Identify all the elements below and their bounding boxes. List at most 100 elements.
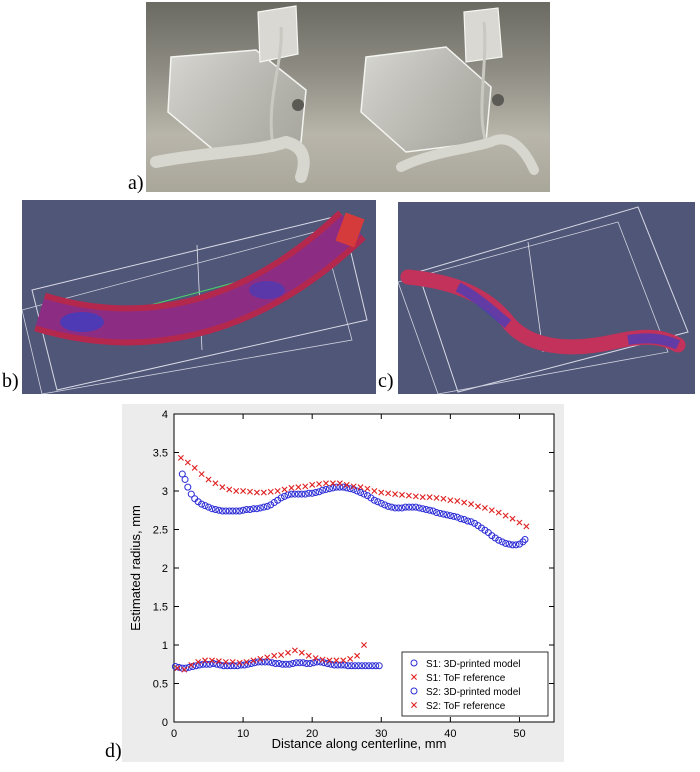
data-point-x (260, 489, 267, 496)
data-point-circle (374, 498, 382, 506)
data-point-circle (291, 490, 299, 498)
data-point-x (298, 649, 305, 656)
data-point-x (433, 494, 440, 501)
series-0 (178, 470, 529, 549)
data-point-x (247, 488, 253, 495)
data-point-circle (181, 475, 189, 483)
data-point-x (319, 656, 326, 663)
data-point-circle (509, 541, 517, 549)
series-3 (174, 642, 367, 673)
data-point-circle (268, 659, 276, 667)
data-point-x (495, 509, 502, 516)
data-point-x (202, 657, 209, 664)
data-point-x (468, 501, 475, 508)
data-point-x (302, 483, 309, 490)
data-point-circle (395, 504, 403, 512)
data-point-circle (460, 515, 468, 523)
y-tick-label: 3.5 (153, 448, 168, 460)
data-point-x (191, 464, 198, 471)
data-point-x (371, 488, 378, 494)
data-point-circle (243, 505, 251, 513)
data-point-x (285, 649, 291, 656)
data-point-circle (196, 661, 204, 669)
data-point-x (184, 459, 191, 466)
left-mold-lid (257, 5, 299, 63)
data-point-x (177, 454, 184, 461)
data-point-circle (415, 504, 423, 512)
data-point-x (253, 489, 260, 496)
data-point-x (392, 491, 399, 498)
data-point-circle (391, 504, 399, 512)
data-point-x (357, 484, 364, 491)
data-point-circle (285, 660, 293, 668)
data-point-x (412, 493, 419, 500)
data-point-circle (502, 539, 510, 547)
data-point-circle (296, 659, 304, 667)
chart-marks (171, 454, 530, 673)
data-point-circle (263, 502, 271, 510)
y-axis-label: Estimated radius, mm (128, 505, 143, 631)
data-point-circle (521, 536, 529, 544)
data-point-circle (303, 659, 311, 667)
data-point-x (336, 480, 343, 487)
data-point-circle (260, 503, 268, 511)
data-point-circle (412, 503, 420, 511)
data-point-circle (419, 505, 427, 513)
legend-box (401, 651, 549, 717)
data-point-circle (222, 507, 230, 515)
data-point-circle (471, 519, 479, 527)
data-point-circle (184, 483, 192, 491)
data-point-x (347, 655, 354, 662)
data-point-x (440, 495, 447, 502)
data-point-circle (505, 540, 513, 548)
data-point-x (481, 504, 488, 511)
data-point-x (378, 489, 385, 496)
data-point-circle (246, 505, 254, 513)
data-point-circle (354, 662, 362, 670)
data-point-circle (377, 499, 385, 507)
data-point-x (326, 657, 333, 664)
data-point-x (361, 642, 367, 648)
data-point-circle (272, 659, 280, 667)
data-point-circle (372, 662, 380, 670)
data-point-circle (274, 496, 282, 504)
data-point-x (278, 652, 285, 658)
data-point-x (233, 488, 240, 494)
data-point-circle (446, 512, 454, 520)
data-point-x (236, 659, 243, 666)
data-point-x (219, 484, 226, 491)
data-point-circle (457, 515, 465, 523)
y-tick-label: 1 (162, 640, 168, 652)
axis-line (527, 241, 544, 353)
data-point-circle (429, 507, 437, 515)
chart-legend: S1: 3D-printed model S1: ToF reference S2:… (401, 651, 549, 717)
y-tick-label: 2 (162, 563, 168, 575)
data-point-circle (298, 490, 306, 498)
legend-entry: S1: ToF reference (426, 673, 506, 684)
data-point-circle (515, 540, 523, 548)
data-point-circle (323, 659, 331, 667)
data-point-x (343, 481, 350, 488)
data-point-circle (398, 504, 406, 512)
data-point-x (288, 484, 295, 491)
data-point-circle (436, 509, 444, 517)
data-point-circle (270, 499, 278, 507)
data-point-circle (495, 536, 503, 544)
data-point-circle (232, 507, 240, 515)
data-point-circle (401, 503, 409, 511)
data-point-x (181, 666, 188, 673)
data-point-circle (339, 483, 347, 491)
data-point-circle (388, 503, 396, 511)
render-vessel-s2-drawing (398, 206, 689, 394)
data-point-circle (229, 507, 237, 515)
data-point-circle (351, 662, 359, 670)
y-tick-label: 4 (162, 409, 168, 421)
data-point-circle (439, 510, 447, 518)
right-mold-port (492, 94, 504, 106)
data-point-circle (443, 511, 451, 519)
legend-marker (411, 702, 417, 708)
data-point-circle (357, 489, 365, 497)
data-point-x (226, 486, 233, 493)
data-point-circle (474, 522, 482, 530)
photo-illustration (150, 5, 539, 183)
